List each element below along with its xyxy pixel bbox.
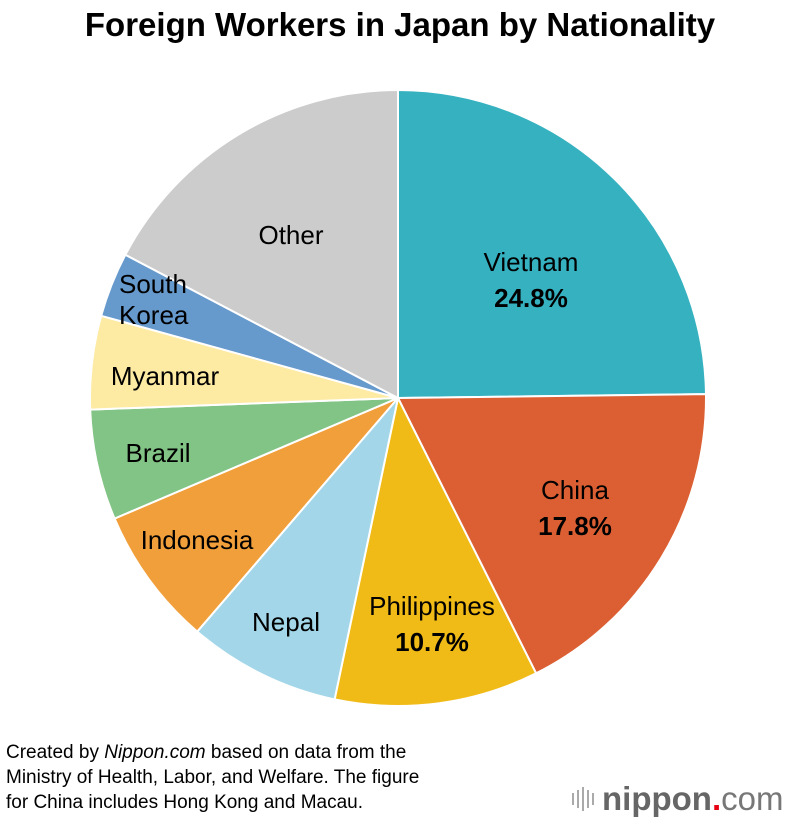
- logo-name: nippon: [602, 780, 712, 817]
- slice-value-label: 24.8%: [494, 283, 568, 313]
- slice-label: Nepal: [252, 607, 320, 637]
- pie-slice-indonesia: [113, 397, 399, 633]
- slice-value-label: 17.8%: [538, 511, 612, 541]
- note-prefix: Created by: [6, 742, 105, 763]
- note-source: Nippon.com: [104, 742, 206, 763]
- note-rest: based on data from the: [205, 742, 407, 763]
- note-line3: for China includes Hong Kong and Macau.: [6, 792, 364, 813]
- note-line2: Ministry of Health, Labor, and Welfare. …: [6, 767, 420, 788]
- slice-label: Philippines: [369, 591, 495, 621]
- slice-label: Indonesia: [141, 525, 254, 555]
- logo-tld: com: [721, 780, 784, 817]
- slice-label: Vietnam: [484, 247, 579, 277]
- pie-slice-nepal: [195, 397, 399, 701]
- slice-label: China: [541, 475, 609, 505]
- slice-value-label: 10.7%: [395, 627, 469, 657]
- slice-label: Other: [258, 220, 323, 250]
- pie-chart: Vietnam 24.8% China 17.8% Philippines 10.7% Ne…: [89, 88, 707, 707]
- pie-slice-china: [396, 393, 707, 675]
- pie-slice-philippines: [333, 394, 538, 707]
- pie-slice-vietnam: [397, 88, 707, 400]
- logo-dot: .: [711, 780, 722, 817]
- slice-label: Brazil: [125, 438, 190, 468]
- source-note: Created by Nippon.com based on data from…: [6, 740, 566, 815]
- slice-label: South: [119, 269, 187, 299]
- nippon-logo: nippon. com: [572, 780, 783, 818]
- chart-title: Foreign Workers in Japan by Nationality: [84, 6, 716, 43]
- pie-slice-other: [123, 88, 399, 400]
- slice-label: Myanmar: [111, 361, 220, 391]
- slice-label: Korea: [119, 300, 189, 330]
- logo-bars-icon: [572, 787, 594, 811]
